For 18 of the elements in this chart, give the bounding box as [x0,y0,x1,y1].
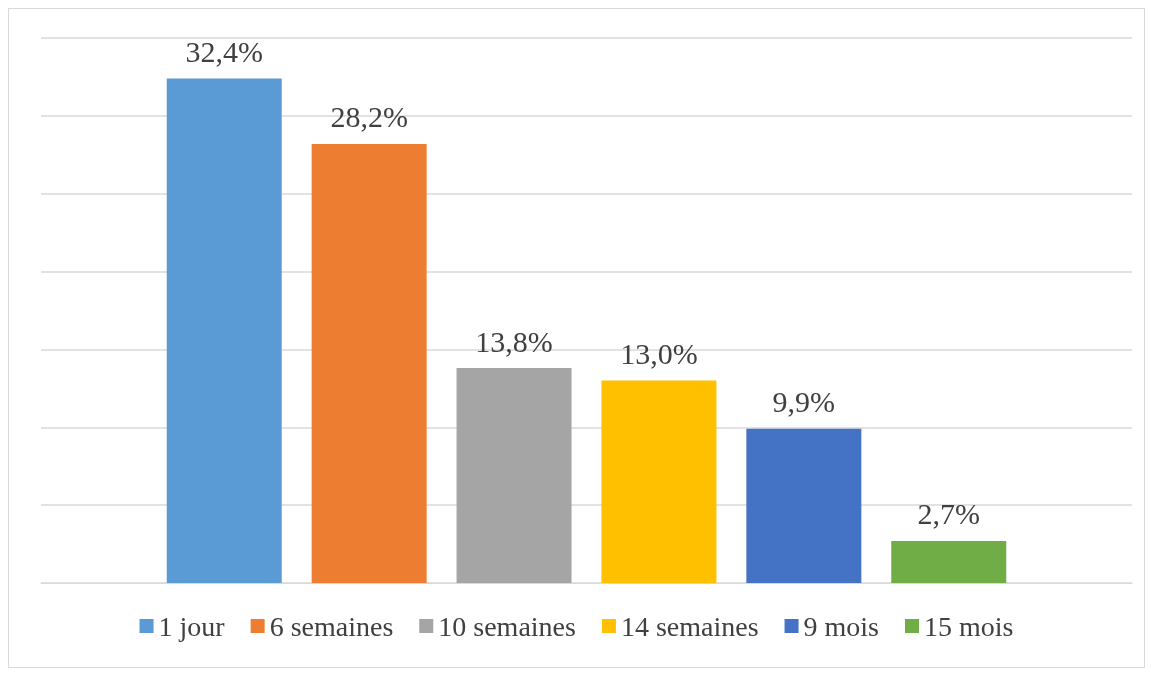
data-label: 13,8% [475,324,553,358]
legend-label: 6 semaines [269,610,394,642]
data-label: 9,9% [772,385,836,419]
bar [746,428,862,583]
legend-label: 1 jour [158,610,226,642]
data-label: 32,4% [185,34,263,68]
bar [456,368,572,583]
data-label: 2,7% [917,497,980,531]
bar [166,78,282,583]
data-label: 13,0% [620,337,698,371]
legend-label: 9 mois [803,610,880,642]
legend-label: 10 semaines [438,610,576,642]
data-label: 28,2% [330,100,408,134]
legend-label: 14 semaines [620,610,759,642]
bar [601,380,717,583]
bar [891,540,1007,583]
legend-label: 15 mois [924,610,1014,642]
bar [311,143,427,583]
